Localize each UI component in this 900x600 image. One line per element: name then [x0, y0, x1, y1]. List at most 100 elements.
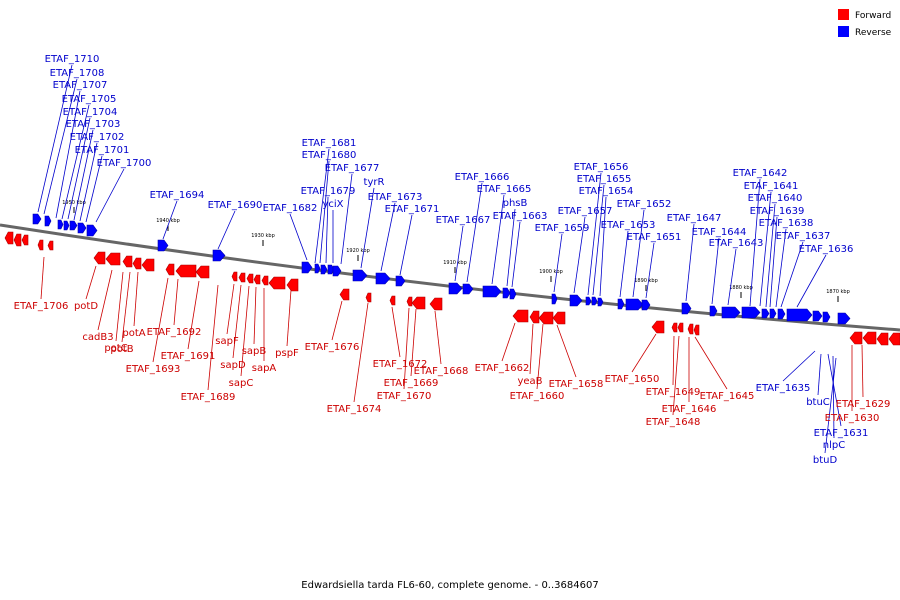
- gene-arrow[interactable]: [569, 294, 583, 307]
- gene-arrow[interactable]: [122, 255, 133, 268]
- gene-arrow[interactable]: [57, 219, 64, 230]
- gene-arrow[interactable]: [777, 308, 786, 320]
- gene-arrow[interactable]: [246, 273, 254, 284]
- gene-label[interactable]: ETAF_1660: [510, 391, 565, 402]
- gene-arrow[interactable]: [512, 309, 529, 323]
- gene-label[interactable]: ETAF_1636: [799, 244, 854, 255]
- gene-arrow[interactable]: [849, 331, 863, 345]
- gene-label[interactable]: ETAF_1671: [385, 204, 440, 215]
- gene-label[interactable]: ETAF_1648: [646, 417, 701, 428]
- gene-label[interactable]: ETAF_1652: [617, 199, 672, 210]
- gene-arrow[interactable]: [63, 220, 70, 231]
- gene-label[interactable]: ETAF_1663: [493, 211, 548, 222]
- gene-arrow[interactable]: [529, 310, 540, 324]
- gene-arrow[interactable]: [21, 234, 29, 246]
- gene-arrow[interactable]: [352, 269, 368, 282]
- gene-arrow[interactable]: [395, 275, 406, 287]
- gene-arrow[interactable]: [339, 288, 350, 301]
- gene-arrow[interactable]: [301, 261, 313, 274]
- gene-arrow[interactable]: [212, 249, 226, 262]
- gene-label[interactable]: ETAF_1677: [325, 163, 380, 174]
- gene-arrow[interactable]: [44, 215, 52, 227]
- gene-label[interactable]: ETAF_1691: [161, 351, 216, 362]
- gene-arrow[interactable]: [13, 233, 22, 247]
- gene-label[interactable]: ETAF_1647: [667, 213, 722, 224]
- gene-label[interactable]: potC: [104, 343, 127, 354]
- gene-label[interactable]: ETAF_1674: [327, 404, 382, 415]
- gene-label[interactable]: yciX: [322, 199, 343, 210]
- gene-arrow[interactable]: [406, 296, 413, 307]
- gene-label[interactable]: ETAF_1681: [302, 138, 357, 149]
- gene-arrow[interactable]: [769, 308, 777, 319]
- gene-label[interactable]: btuD: [813, 455, 838, 466]
- gene-arrow[interactable]: [261, 275, 269, 286]
- gene-arrow[interactable]: [617, 298, 625, 310]
- gene-label[interactable]: ETAF_1701: [75, 145, 130, 156]
- gene-arrow[interactable]: [693, 324, 700, 336]
- gene-arrow[interactable]: [538, 311, 554, 325]
- gene-label[interactable]: sapF: [215, 336, 239, 347]
- gene-arrow[interactable]: [132, 257, 142, 270]
- gene-label[interactable]: tyrR: [364, 177, 385, 188]
- gene-label[interactable]: yeaB: [517, 376, 542, 387]
- gene-label[interactable]: ETAF_1644: [692, 227, 747, 238]
- gene-label[interactable]: potD: [74, 301, 98, 312]
- gene-label[interactable]: ETAF_1662: [475, 363, 530, 374]
- gene-label[interactable]: ETAF_1680: [302, 150, 357, 161]
- gene-arrow[interactable]: [641, 299, 651, 311]
- gene-arrow[interactable]: [47, 240, 54, 251]
- gene-label[interactable]: ETAF_1630: [825, 413, 880, 424]
- gene-label[interactable]: ETAF_1665: [477, 184, 532, 195]
- gene-label[interactable]: ETAF_1710: [45, 54, 100, 65]
- gene-arrow[interactable]: [375, 272, 391, 285]
- gene-label[interactable]: ETAF_1704: [63, 107, 118, 118]
- gene-label[interactable]: btuC: [806, 397, 830, 408]
- gene-label[interactable]: ETAF_1642: [733, 168, 788, 179]
- gene-arrow[interactable]: [837, 312, 851, 325]
- gene-label[interactable]: ETAF_1679: [301, 186, 356, 197]
- gene-label[interactable]: ETAF_1654: [579, 186, 634, 197]
- gene-label[interactable]: ETAF_1638: [759, 218, 814, 229]
- gene-arrow[interactable]: [709, 305, 718, 317]
- gene-arrow[interactable]: [69, 220, 78, 231]
- gene-arrow[interactable]: [411, 296, 426, 310]
- gene-arrow[interactable]: [268, 276, 286, 290]
- gene-label[interactable]: ETAF_1708: [50, 68, 105, 79]
- gene-label[interactable]: ETAF_1629: [836, 399, 891, 410]
- gene-arrow[interactable]: [822, 311, 831, 323]
- gene-arrow[interactable]: [721, 306, 741, 319]
- gene-label[interactable]: phsB: [503, 198, 528, 209]
- gene-label[interactable]: ETAF_1690: [208, 200, 263, 211]
- gene-label[interactable]: potB: [110, 344, 133, 355]
- gene-label[interactable]: ETAF_1643: [709, 238, 764, 249]
- gene-label[interactable]: ETAF_1650: [605, 374, 660, 385]
- gene-arrow[interactable]: [741, 306, 761, 319]
- gene-label[interactable]: ETAF_1666: [455, 172, 510, 183]
- gene-arrow[interactable]: [597, 297, 604, 307]
- gene-arrow[interactable]: [509, 288, 517, 300]
- gene-arrow[interactable]: [651, 320, 665, 334]
- gene-label[interactable]: ETAF_1693: [126, 364, 181, 375]
- gene-label[interactable]: ETAF_1649: [646, 387, 701, 398]
- gene-label[interactable]: nlpC: [823, 440, 845, 451]
- gene-label[interactable]: ETAF_1651: [627, 232, 682, 243]
- gene-label[interactable]: ETAF_1672: [373, 359, 428, 370]
- gene-label[interactable]: sapB: [242, 346, 267, 357]
- gene-label[interactable]: ETAF_1706: [14, 301, 69, 312]
- gene-arrow[interactable]: [448, 282, 463, 295]
- gene-arrow[interactable]: [687, 323, 694, 335]
- gene-arrow[interactable]: [286, 278, 299, 292]
- gene-label[interactable]: ETAF_1645: [700, 391, 755, 402]
- gene-arrow[interactable]: [591, 296, 598, 306]
- gene-arrow[interactable]: [786, 308, 813, 322]
- gene-arrow[interactable]: [585, 296, 592, 306]
- gene-label[interactable]: ETAF_1658: [549, 379, 604, 390]
- gene-label[interactable]: potA: [122, 328, 145, 339]
- gene-arrow[interactable]: [625, 298, 644, 311]
- gene-label[interactable]: ETAF_1635: [756, 383, 811, 394]
- gene-label[interactable]: ETAF_1694: [150, 190, 205, 201]
- gene-arrow[interactable]: [681, 302, 692, 315]
- gene-label[interactable]: ETAF_1682: [263, 203, 318, 214]
- gene-arrow[interactable]: [812, 310, 823, 322]
- gene-label[interactable]: ETAF_1689: [181, 392, 236, 403]
